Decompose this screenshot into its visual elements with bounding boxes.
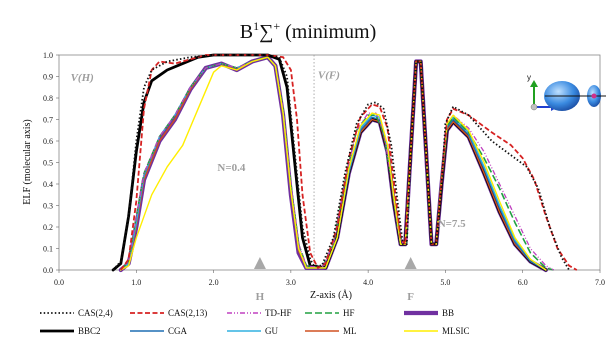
y-tick-label: 0.8	[43, 94, 53, 103]
annotation-n2: N=7.5	[438, 218, 466, 230]
y-tick-label: 0.7	[43, 116, 53, 125]
atom-marker-h	[253, 257, 266, 269]
x-tick-label: 0.0	[54, 278, 64, 287]
legend-label-gu: GU	[265, 326, 278, 336]
annotation-vh: V(H)	[71, 72, 94, 84]
y-tick-label: 0.1	[43, 245, 53, 254]
series-line-mlsic	[120, 56, 547, 271]
atom-marker-f	[404, 257, 417, 269]
y-tick-label: 0.0	[43, 266, 53, 275]
legend-label-cga: CGA	[168, 326, 188, 336]
y-tick-label: 0.6	[43, 137, 53, 146]
atom-label-f: F	[407, 291, 414, 303]
inset-y-label: y	[527, 73, 531, 82]
y-tick-label: 1.0	[43, 51, 53, 60]
x-tick-label: 7.0	[595, 278, 605, 287]
x-tick-label: 4.0	[363, 278, 373, 287]
x-tick-label: 2.0	[209, 278, 219, 287]
x-tick-label: 6.0	[518, 278, 528, 287]
x-tick-label: 5.0	[440, 278, 450, 287]
y-tick-label: 0.9	[43, 73, 53, 82]
legend-label-hf: HF	[343, 308, 355, 318]
molecule-inset: y z	[527, 73, 606, 112]
molecule-blobs	[544, 81, 606, 111]
legend-label-ml: ML	[343, 326, 357, 336]
y-tick-label: 0.5	[43, 159, 53, 168]
legend-label-cas24: CAS(2,4)	[78, 308, 113, 318]
legend-label-mlsic: MLSIC	[442, 326, 470, 336]
x-tick-label: 3.0	[286, 278, 296, 287]
chart-title: B1∑+ (minimum)	[240, 19, 377, 43]
x-axis-label: Z-axis (Å)	[310, 289, 352, 301]
series-line-hf	[120, 56, 554, 271]
y-axis-label: ELF (molecular axis)	[22, 119, 33, 205]
y-tick-label: 0.3	[43, 202, 53, 211]
legend-label-cas213: CAS(2,13)	[168, 308, 207, 318]
legend-label-bb: BB	[442, 308, 454, 318]
annotation-vf: V(F)	[318, 70, 340, 82]
y-tick-label: 0.4	[43, 180, 53, 189]
legend-label-tdhf: TD-HF	[265, 308, 292, 318]
annotation-n1: N=0.4	[217, 162, 245, 174]
x-tick-label: 1.0	[131, 278, 141, 287]
legend: CAS(2,4) CAS(2,13) TD-HF HF BB BBC2 CGA GU ML MLS…	[40, 308, 470, 336]
y-tick-label: 0.2	[43, 223, 53, 232]
atom-label-h: H	[256, 291, 265, 303]
legend-label-bbc2: BBC2	[78, 326, 101, 336]
